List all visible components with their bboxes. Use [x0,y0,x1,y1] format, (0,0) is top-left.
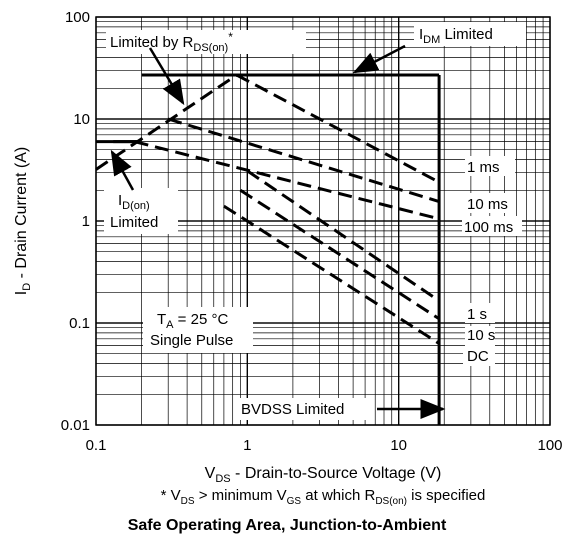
bvdss-limited-label: BVDSS Limited [241,401,344,418]
series-label: 100 ms [464,219,513,236]
x-tick-label: 0.1 [86,437,107,454]
series-label-background [465,193,515,213]
soa-curve-dc [223,204,440,345]
series-label-background [465,156,515,176]
series-label: 1 ms [467,159,500,176]
idm-limited-label: IDM Limited [419,26,493,46]
y-tick-labels: 0.01 0.1 1 10 100 [61,9,90,434]
x-tick-label: 100 [537,437,562,454]
label-background [236,398,368,420]
plot-area-frame [95,16,551,426]
label-background [143,307,253,353]
idm-limit-arrow [352,44,406,74]
x-tick-labels: 0.1 1 10 100 [86,437,563,454]
rds-limit-arrow [148,47,185,106]
series-label-background [465,326,495,346]
x-tick-label: 1 [243,437,251,454]
soa-curve-1-s [246,169,440,303]
series-label-background [463,346,495,366]
rds-limited-label: Limited by RDS(on)* [110,30,233,54]
series-label-background [462,216,522,236]
series-labels: 1 ms 10 ms 100 ms 1 s 10 s DC [464,159,513,365]
label-background [104,188,178,234]
annotation-arrows [110,44,446,419]
y-tick-label: 1 [82,213,90,230]
x-tick-label: 10 [390,437,407,454]
y-tick-label: 100 [65,9,90,26]
label-background [106,30,306,54]
series-label: 10 ms [467,196,508,213]
y-axis-title: ID - Drain Current (A) [13,147,33,295]
id-on-limited-label-line2: Limited [110,214,158,231]
label-background [414,22,526,46]
soa-curve-1-ms [235,73,440,184]
series-label: 10 s [467,327,495,344]
footnote: * VDS > minimum VGS at which RDS(on) is … [161,487,486,507]
chart-title: Safe Operating Area, Junction-to-Ambient [127,517,447,534]
x-axis-title: VDS - Drain-to-Source Voltage (V) [205,465,442,485]
series-label: DC [467,348,489,365]
conditions-label-line1: TA = 25 °C [157,311,228,331]
soa-curve-100-ms [134,140,440,221]
series-label-background [465,303,495,323]
soa-curve-10-s [239,189,440,321]
soa-curve-r-ds-on-limit [95,73,238,171]
conditions-label-line2: Single Pulse [150,332,233,349]
id-on-limited-label-line1: ID(on) [118,192,150,212]
soa-curve-10-ms [167,117,440,204]
series-label: 1 s [467,306,487,323]
y-tick-label: 10 [73,111,90,128]
id-on-limit-arrow [110,149,135,191]
limit-lines [96,73,441,425]
y-tick-label: 0.1 [69,315,90,332]
y-tick-label: 0.01 [61,417,90,434]
label-backgrounds [104,22,526,420]
